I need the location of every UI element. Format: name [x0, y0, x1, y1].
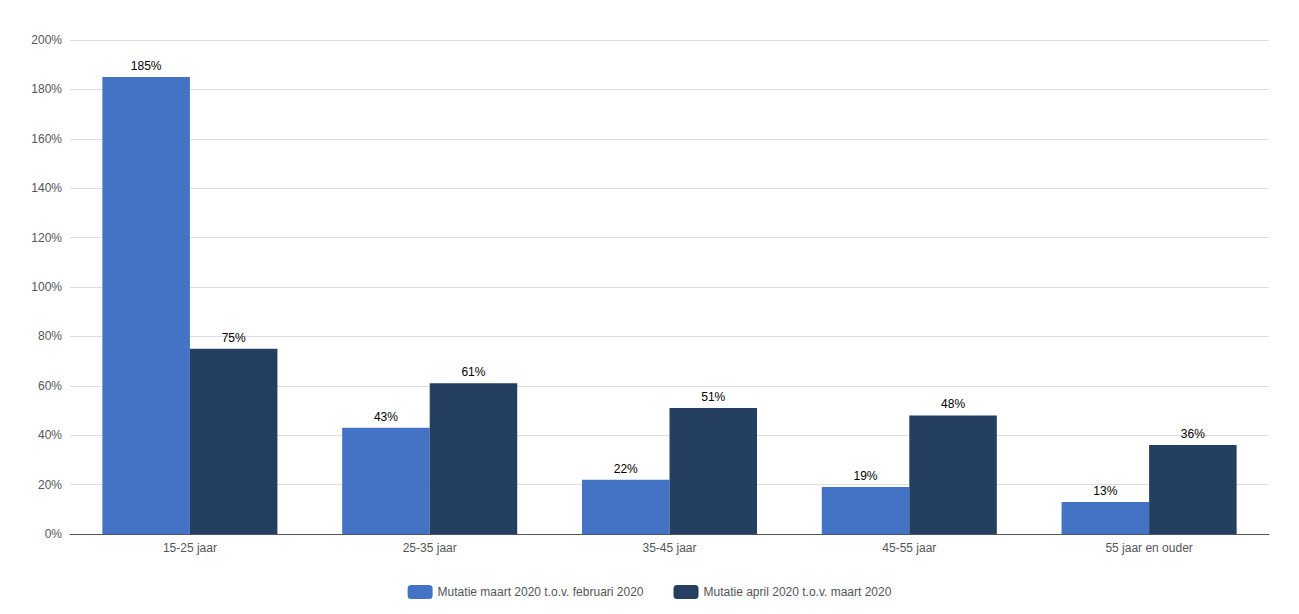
svg-text:48%: 48% — [941, 397, 965, 411]
svg-text:61%: 61% — [461, 365, 485, 379]
svg-text:55 jaar en ouder: 55 jaar en ouder — [1105, 541, 1192, 555]
svg-text:36%: 36% — [1181, 427, 1205, 441]
svg-text:100%: 100% — [31, 280, 62, 294]
svg-text:75%: 75% — [222, 331, 246, 345]
svg-text:20%: 20% — [38, 478, 62, 492]
svg-text:0%: 0% — [45, 527, 63, 541]
svg-text:140%: 140% — [31, 181, 62, 195]
svg-text:Mutatie april 2020 t.o.v. maar: Mutatie april 2020 t.o.v. maart 2020 — [704, 585, 892, 599]
svg-text:60%: 60% — [38, 379, 62, 393]
svg-text:15-25 jaar: 15-25 jaar — [163, 541, 217, 555]
svg-text:80%: 80% — [38, 329, 62, 343]
svg-text:13%: 13% — [1093, 484, 1117, 498]
svg-text:45-55 jaar: 45-55 jaar — [882, 541, 936, 555]
svg-text:185%: 185% — [131, 59, 162, 73]
svg-text:40%: 40% — [38, 428, 62, 442]
svg-text:35-45 jaar: 35-45 jaar — [642, 541, 696, 555]
svg-text:Mutatie maart 2020 t.o.v. febr: Mutatie maart 2020 t.o.v. februari 2020 — [438, 585, 644, 599]
svg-text:180%: 180% — [31, 82, 62, 96]
svg-text:19%: 19% — [854, 469, 878, 483]
svg-text:22%: 22% — [614, 462, 638, 476]
svg-text:200%: 200% — [31, 33, 62, 47]
svg-text:120%: 120% — [31, 231, 62, 245]
svg-text:43%: 43% — [374, 410, 398, 424]
svg-text:25-35 jaar: 25-35 jaar — [403, 541, 457, 555]
svg-text:160%: 160% — [31, 132, 62, 146]
svg-text:51%: 51% — [701, 390, 725, 404]
